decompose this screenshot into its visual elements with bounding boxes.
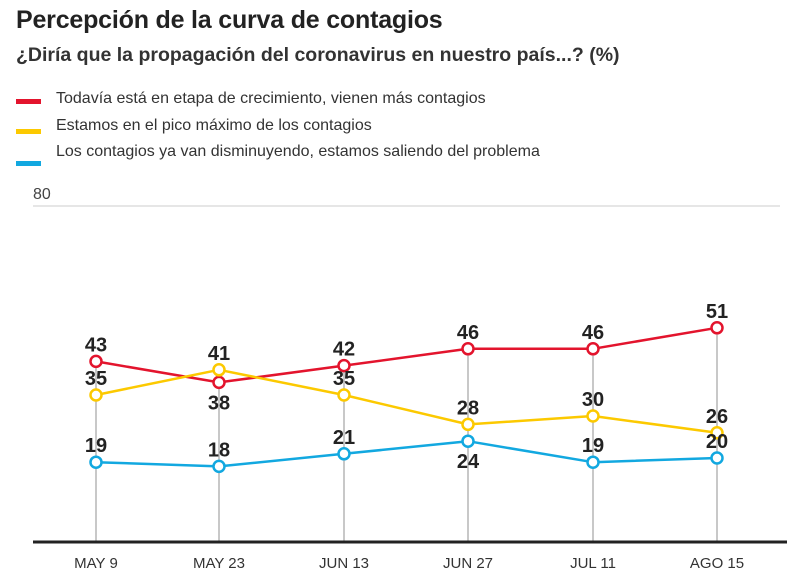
- chart-title: Percepción de la curva de contagios: [16, 6, 443, 34]
- legend-label: Todavía está en etapa de crecimiento, vi…: [56, 90, 486, 107]
- data-label-s1-3: 42: [333, 339, 355, 361]
- data-label-s3-4: 24: [457, 451, 480, 473]
- x-tick-label: AGO 15: [690, 555, 744, 572]
- data-label-s2-5: 30: [582, 389, 604, 411]
- data-point-s1-5: [586, 342, 600, 356]
- data-label-s2-6: 26: [706, 406, 728, 428]
- data-point-s3-1: [89, 455, 103, 469]
- data-label-s2-4: 28: [457, 397, 479, 419]
- x-tick-label: JUL 11: [570, 555, 616, 572]
- data-point-s3-4: [461, 434, 475, 448]
- x-tick-label: JUN 13: [319, 555, 369, 572]
- data-label-s1-2: 38: [208, 392, 230, 414]
- data-point-s2-4: [461, 417, 475, 432]
- data-point-s1-2: [212, 375, 226, 390]
- data-point-s3-3: [337, 447, 351, 461]
- data-point-s1-6: [710, 321, 724, 335]
- data-label-s1-6: 51: [706, 301, 728, 323]
- data-label-s3-2: 18: [208, 439, 230, 461]
- data-label-s2-3: 35: [333, 368, 355, 390]
- data-point-s2-3: [337, 388, 351, 402]
- data-label-s3-5: 19: [582, 435, 604, 457]
- data-label-s2-1: 35: [85, 368, 107, 390]
- data-label-s3-1: 19: [85, 435, 107, 457]
- legend-swatch-red: [16, 99, 41, 104]
- data-label-s2-2: 41: [208, 343, 230, 365]
- legend-swatch-blue: [16, 161, 41, 166]
- data-point-s1-4: [461, 342, 475, 356]
- x-tick-label: MAY 23: [193, 555, 245, 572]
- data-point-s2-6: [710, 426, 724, 440]
- data-point-s2-1: [89, 388, 103, 402]
- data-point-s3-6: [710, 451, 724, 465]
- series-line-3: [95, 439, 718, 468]
- data-point-s2-2: [212, 363, 226, 377]
- data-point-s1-3: [337, 358, 351, 373]
- data-label-s3-3: 21: [333, 427, 355, 449]
- x-tick-label: MAY 9: [74, 555, 118, 572]
- data-point-s3-5: [586, 455, 600, 469]
- series-line-2: [95, 368, 718, 435]
- legend-label: Los contagios ya van disminuyendo, estam…: [56, 143, 540, 160]
- legend-swatch-yellow: [16, 129, 41, 134]
- data-point-s2-5: [586, 409, 600, 423]
- legend-label: Estamos en el pico máximo de los contagi…: [56, 117, 372, 134]
- chart-subtitle: ¿Diría que la propagación del coronaviru…: [16, 44, 620, 66]
- data-label-s1-4: 46: [457, 322, 479, 344]
- data-label-s3-6: 20: [706, 431, 728, 453]
- data-point-s3-2: [212, 459, 226, 474]
- data-point-s1-1: [89, 354, 103, 369]
- series-line-1: [95, 326, 718, 384]
- x-tick-label: JUN 27: [443, 555, 493, 572]
- data-label-s1-5: 46: [582, 322, 604, 344]
- y-tick-label: 80: [33, 186, 51, 203]
- data-label-s1-1: 43: [85, 334, 107, 356]
